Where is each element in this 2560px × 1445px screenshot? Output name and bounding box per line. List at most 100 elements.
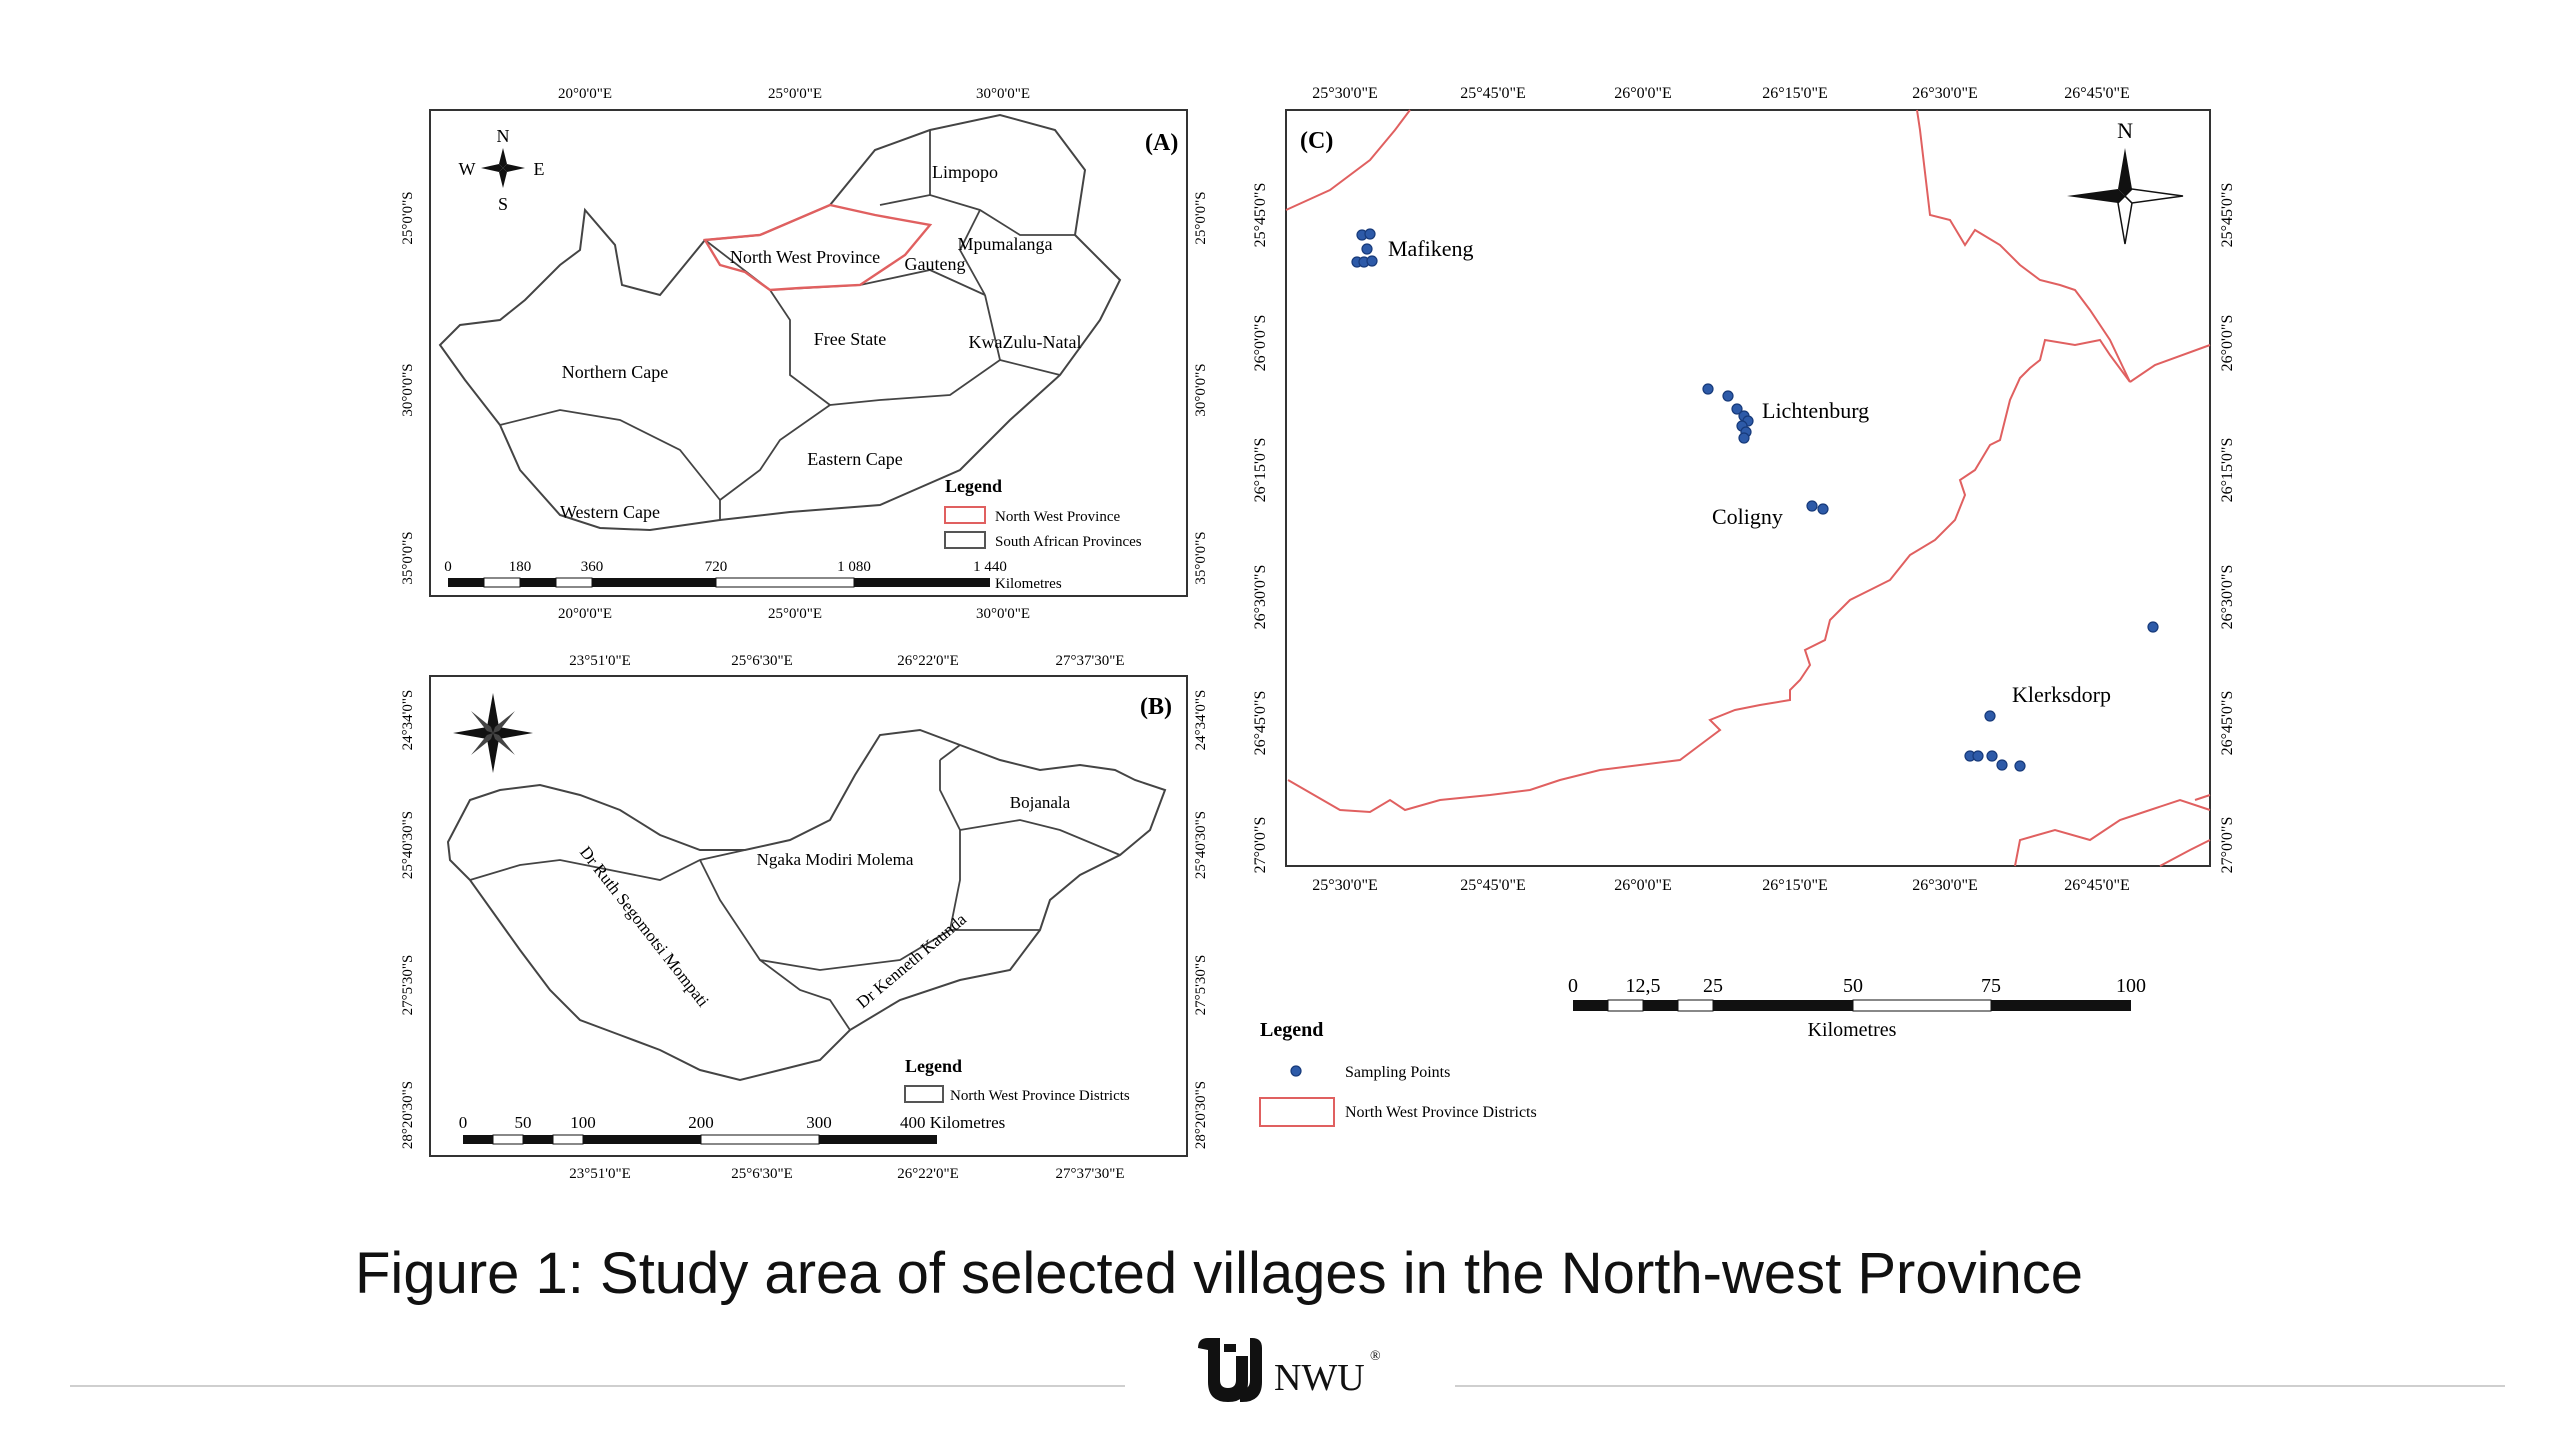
svg-text:N: N bbox=[497, 126, 510, 146]
district-boundaries bbox=[1285, 109, 2211, 867]
panel-b-bottom-tick: 27°37'30"E bbox=[1056, 1166, 1125, 1182]
compass-rose-icon bbox=[453, 693, 533, 773]
panel-a-top-tick: 20°0'0"E bbox=[558, 86, 612, 102]
panel-a-left-tick: 35°0'0"S bbox=[400, 531, 416, 584]
sampling-point bbox=[1986, 750, 1998, 762]
panel-a-right-tick: 30°0'0"S bbox=[1193, 363, 1209, 416]
district-label: Ngaka Modiri Molema bbox=[757, 850, 914, 869]
panel-c-left-tick: 25°45'0"S bbox=[1252, 183, 1269, 248]
sampling-point bbox=[1996, 759, 2008, 771]
panel-b-legend-title: Legend bbox=[905, 1056, 962, 1076]
panel-b-top-tick: 26°22'0"E bbox=[897, 653, 959, 669]
province-label: Limpopo bbox=[932, 162, 998, 182]
panel-c-left-tick: 27°0'0"S bbox=[1252, 817, 1269, 874]
town-label-mafikeng: Mafikeng bbox=[1388, 236, 1474, 261]
panel-b-legend-item: North West Province Districts bbox=[950, 1088, 1130, 1104]
svg-text:1 440: 1 440 bbox=[973, 559, 1007, 575]
province-label: Gauteng bbox=[905, 254, 966, 274]
footer-divider-left bbox=[70, 1385, 1125, 1387]
panel-a-map: (A) 20°0'0"E 25°0'0"E 30°0'0"E 20°0'0"E … bbox=[400, 86, 1209, 622]
compass-rose-icon: N S W E bbox=[459, 126, 545, 214]
panel-b-left-tick: 28°20'30"S bbox=[400, 1081, 416, 1149]
panel-c-right-tick: 26°15'0"S bbox=[2219, 438, 2236, 503]
panel-c-right-tick: 26°30'0"S bbox=[2219, 565, 2236, 630]
panel-b-right-tick: 25°40'30"S bbox=[1193, 811, 1209, 879]
panel-c-left-tick: 26°0'0"S bbox=[1252, 315, 1269, 372]
svg-text:180: 180 bbox=[509, 559, 532, 575]
panel-c-legend-item: North West Province Districts bbox=[1345, 1104, 1537, 1121]
svg-text:W: W bbox=[459, 159, 476, 179]
panel-b-label: (B) bbox=[1140, 694, 1172, 720]
town-label-klerksdorp: Klerksdorp bbox=[2012, 682, 2111, 707]
panel-c-map: (C) 25°30'0"E 25°45'0"E 26°0'0"E 26°15'0… bbox=[1252, 85, 2236, 894]
province-label: Western Cape bbox=[560, 502, 660, 522]
nwu-logo-text: NWU bbox=[1274, 1357, 1365, 1399]
sampling-point bbox=[1366, 255, 1378, 267]
footer-divider-right bbox=[1455, 1385, 2505, 1387]
sampling-points bbox=[1351, 228, 2159, 772]
panel-a-bottom-tick: 30°0'0"E bbox=[976, 606, 1030, 622]
sampling-point bbox=[2147, 621, 2159, 633]
svg-text:100: 100 bbox=[570, 1113, 596, 1132]
panel-b-map: (B) 23°51'0"E 25°6'30"E 26°22'0"E 27°37'… bbox=[400, 653, 1209, 1182]
svg-text:300: 300 bbox=[806, 1113, 832, 1132]
svg-text:75: 75 bbox=[1981, 975, 2001, 997]
province-label: Eastern Cape bbox=[807, 449, 902, 469]
svg-text:N: N bbox=[2117, 118, 2133, 143]
svg-text:®: ® bbox=[1370, 1349, 1381, 1364]
panel-c-bottom-tick: 26°30'0"E bbox=[1912, 877, 1978, 894]
panel-c-top-tick: 26°30'0"E bbox=[1912, 85, 1978, 102]
panel-b-top-tick: 23°51'0"E bbox=[569, 653, 631, 669]
panel-a-left-tick: 25°0'0"S bbox=[400, 191, 416, 244]
sampling-point bbox=[1984, 710, 1996, 722]
panel-b-left-tick: 27°5'30"S bbox=[400, 955, 416, 1016]
legend-swatch-north-west bbox=[944, 506, 986, 524]
nwu-logo: NWU ® bbox=[1190, 1330, 1410, 1420]
svg-text:1 080: 1 080 bbox=[837, 559, 871, 575]
svg-text:25: 25 bbox=[1703, 975, 1723, 997]
panel-a-right-tick: 25°0'0"S bbox=[1193, 191, 1209, 244]
panel-c-bottom-tick: 25°30'0"E bbox=[1312, 877, 1378, 894]
panel-c-right-tick: 26°0'0"S bbox=[2219, 315, 2236, 372]
panel-b-right-tick: 24°34'0"S bbox=[1193, 690, 1209, 751]
sampling-point bbox=[2014, 760, 2026, 772]
svg-text:S: S bbox=[498, 194, 508, 214]
panel-c-top-tick: 25°30'0"E bbox=[1312, 85, 1378, 102]
panel-c-right-tick: 26°45'0"S bbox=[2219, 691, 2236, 756]
panel-c-left-tick: 26°30'0"S bbox=[1252, 565, 1269, 630]
svg-text:200: 200 bbox=[688, 1113, 714, 1132]
panel-b-left-tick: 24°34'0"S bbox=[400, 690, 416, 751]
panel-b-scale-bar: 0 50 100 200 300 400 Kilometres bbox=[459, 1113, 1005, 1145]
north-west-province-outline bbox=[702, 203, 933, 292]
panel-c-top-tick: 26°45'0"E bbox=[2064, 85, 2130, 102]
panel-a-bottom-tick: 20°0'0"E bbox=[558, 606, 612, 622]
panel-a-label: (A) bbox=[1145, 130, 1178, 156]
panel-c-bottom-tick: 26°15'0"E bbox=[1762, 877, 1828, 894]
panel-a-bottom-tick: 25°0'0"E bbox=[768, 606, 822, 622]
figure-caption-label: Figure 1: bbox=[355, 1241, 584, 1306]
panel-c-left-tick: 26°45'0"S bbox=[1252, 691, 1269, 756]
panel-a-top-tick: 30°0'0"E bbox=[976, 86, 1030, 102]
svg-text:0: 0 bbox=[1568, 975, 1578, 997]
svg-text:50: 50 bbox=[515, 1113, 532, 1132]
legend-swatch-districts bbox=[904, 1085, 944, 1103]
sampling-point bbox=[1364, 228, 1376, 240]
north-arrow-icon: N bbox=[2067, 118, 2184, 245]
svg-text:12,5: 12,5 bbox=[1626, 975, 1661, 997]
panel-c-label: (C) bbox=[1300, 128, 1333, 154]
panel-a-scale-bar: 0 180 360 720 1 080 1 440 Kilometres bbox=[444, 559, 1062, 592]
panel-a-legend-item: South African Provinces bbox=[995, 534, 1142, 550]
province-label: KwaZulu-Natal bbox=[969, 332, 1082, 352]
panel-c-top-tick: 25°45'0"E bbox=[1460, 85, 1526, 102]
panel-a-left-tick: 30°0'0"S bbox=[400, 363, 416, 416]
sampling-point bbox=[1702, 383, 1714, 395]
panel-a-top-tick: 25°0'0"E bbox=[768, 86, 822, 102]
province-label: North West Province bbox=[730, 247, 880, 267]
panel-b-left-tick: 25°40'30"S bbox=[400, 811, 416, 879]
sampling-point bbox=[1361, 243, 1373, 255]
town-label-coligny: Coligny bbox=[1712, 504, 1783, 529]
sampling-point bbox=[1806, 500, 1818, 512]
sampling-point bbox=[1972, 750, 1984, 762]
legend-swatch-provinces bbox=[944, 531, 986, 549]
panel-c-legend-item: Sampling Points bbox=[1345, 1064, 1450, 1081]
